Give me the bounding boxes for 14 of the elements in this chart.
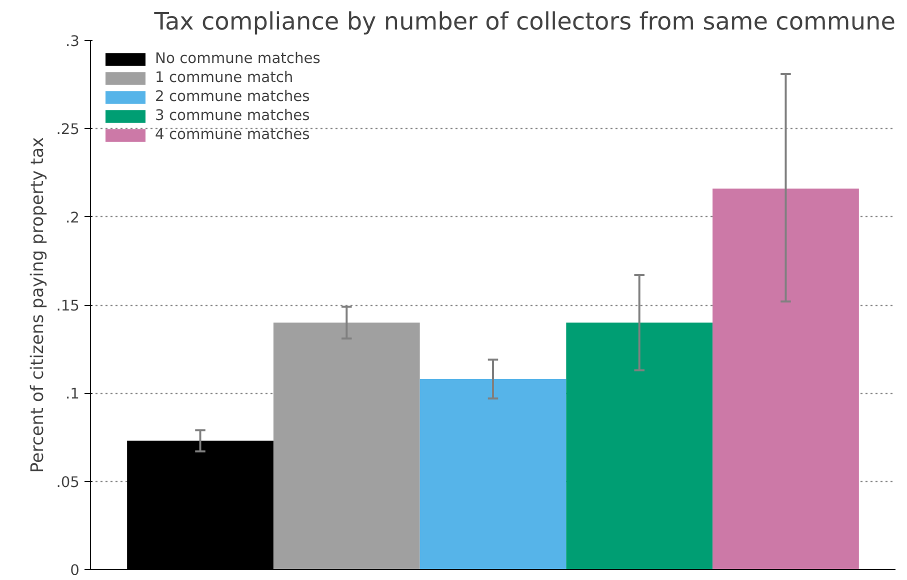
legend-label: No commune matches <box>155 50 320 67</box>
chart-title: Tax compliance by number of collectors from same commune <box>153 8 896 36</box>
legend-label: 3 commune matches <box>155 107 310 124</box>
legend-label: 2 commune matches <box>155 88 310 105</box>
legend-label: 1 commune match <box>155 69 294 86</box>
y-tick-label: .25 <box>56 121 80 138</box>
y-axis-title: Percent of citizens paying property tax <box>28 137 48 473</box>
y-tick-label: .15 <box>56 298 80 314</box>
y-tick-label: 0 <box>70 562 80 579</box>
y-tick-label: .05 <box>56 474 80 491</box>
y-tick-label: .3 <box>66 33 80 50</box>
y-tick-label: .1 <box>66 386 80 403</box>
y-tick-label: .2 <box>66 209 80 226</box>
legend-label: 4 commune matches <box>155 126 310 143</box>
